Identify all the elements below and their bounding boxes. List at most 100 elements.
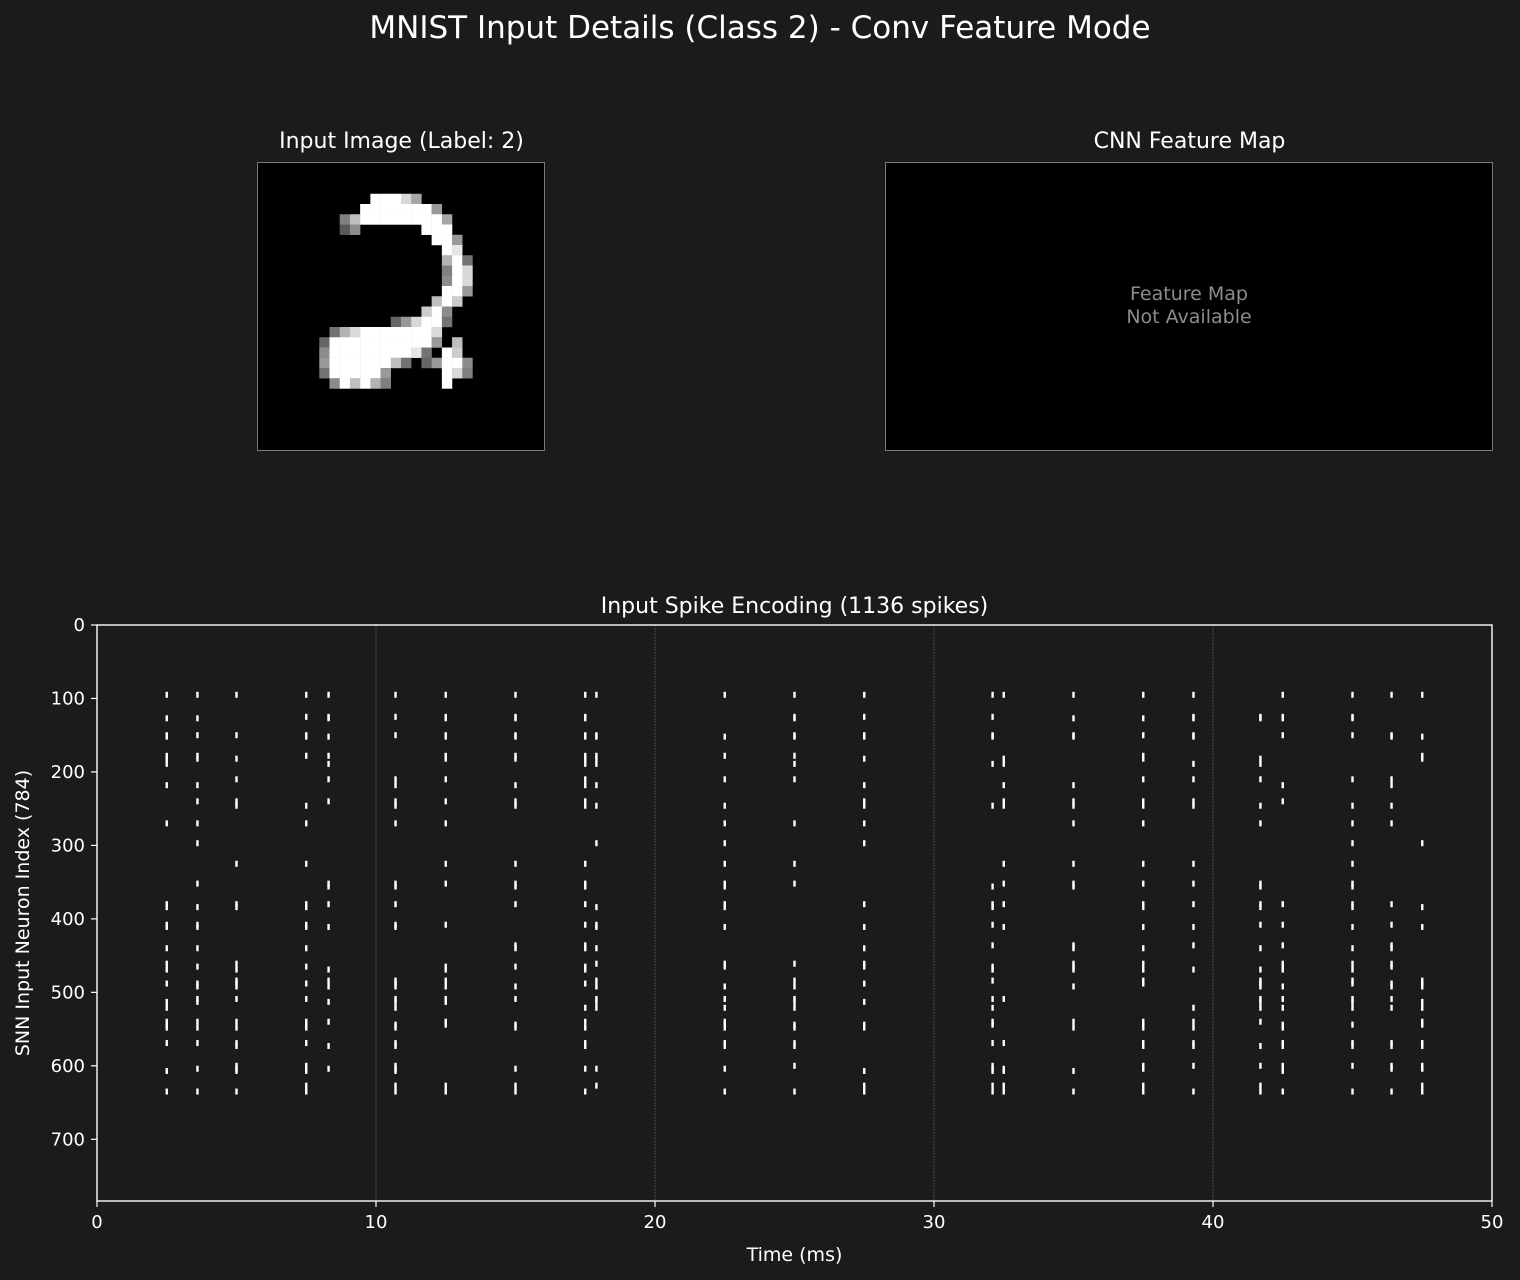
digit-pixel [339, 368, 351, 379]
digit-pixel [431, 316, 443, 328]
digit-pixel [431, 234, 443, 246]
digit-pixel [390, 214, 402, 225]
digit-pixel [370, 347, 381, 358]
digit-pixel [441, 296, 453, 307]
digit-pixel [411, 327, 422, 338]
digit-pixel [390, 347, 402, 358]
digit-pixel [441, 347, 453, 358]
digit-pixel [329, 357, 340, 369]
digit-pixel [411, 204, 422, 215]
digit-pixel [349, 357, 361, 369]
digit-pixel [339, 347, 351, 358]
digit-pixel [339, 224, 351, 235]
digit-pixel [411, 193, 422, 205]
digit-pixel [441, 306, 453, 317]
digit-pixel [360, 204, 371, 215]
x-tick-label: 50 [1481, 1212, 1504, 1233]
digit-pixel [401, 214, 412, 225]
digit-pixel [319, 337, 330, 348]
digit-pixel [339, 357, 351, 369]
x-tick-label: 30 [923, 1212, 946, 1233]
y-tick-label: 600 [51, 1056, 85, 1077]
digit-pixel [319, 368, 330, 379]
digit-pixel [411, 347, 422, 358]
digit-pixel [452, 234, 463, 246]
digit-pixel [452, 296, 463, 307]
digit-pixel [421, 337, 432, 348]
digit-pixel [349, 337, 361, 348]
digit-pixel [360, 327, 371, 338]
digit-pixel [319, 347, 330, 358]
digit-pixel [462, 357, 473, 369]
digit-pixel [421, 224, 432, 235]
figure-title: MNIST Input Details (Class 2) - Conv Fea… [369, 10, 1151, 46]
digit-pixel [441, 316, 453, 328]
digit-pixel [380, 204, 391, 215]
digit-pixel [360, 357, 371, 369]
digit-pixel [380, 214, 391, 225]
digit-pixel [319, 357, 330, 369]
digit-pixel [329, 347, 340, 358]
digit-pixel [390, 193, 402, 205]
digit-pixel [349, 347, 361, 358]
digit-pixel [452, 255, 463, 266]
digit-pixel [401, 347, 412, 358]
digit-pixel [431, 327, 443, 338]
digit-pixel [452, 357, 463, 369]
digit-pixel [431, 306, 443, 317]
feature-map-message-line2: Not Available [1126, 306, 1252, 328]
digit-pixel [462, 255, 473, 266]
digit-pixel [431, 214, 443, 225]
feature-map-message: Feature Map Not Available [886, 283, 1492, 329]
digit-pixel [339, 337, 351, 348]
x-tick-label: 10 [365, 1212, 388, 1233]
digit-pixel [380, 378, 391, 389]
digit-pixel [370, 337, 381, 348]
digit-pixel [441, 234, 453, 246]
digit-pixel [462, 286, 473, 297]
digit-pixel [401, 193, 412, 205]
digit-pixel [390, 357, 402, 369]
digit-pixel [349, 378, 361, 389]
digit-pixel [431, 296, 443, 307]
digit-pixel [421, 214, 432, 225]
feature-map-panel: Feature Map Not Available [885, 162, 1493, 451]
digit-pixel [452, 347, 463, 358]
y-tick-label: 300 [51, 835, 85, 856]
digit-pixel [431, 224, 443, 235]
chart-title: Input Spike Encoding (1136 spikes) [601, 594, 989, 619]
plot-area [97, 625, 1492, 1201]
digit-pixel [339, 214, 351, 225]
digit-pixel [349, 368, 361, 379]
y-tick-label: 0 [74, 615, 85, 636]
digit-pixel [370, 193, 381, 205]
digit-pixel [401, 327, 412, 338]
digit-pixel [370, 368, 381, 379]
digit-pixel [421, 306, 432, 317]
digit-pixel [380, 347, 391, 358]
y-tick-label: 200 [51, 762, 85, 783]
digit-pixel [452, 286, 463, 297]
digit-pixel [329, 368, 340, 379]
digit-pixel [401, 316, 412, 328]
x-tick-label: 0 [91, 1212, 102, 1233]
digit-pixel [421, 347, 432, 358]
digit-pixel [390, 327, 402, 338]
digit-pixel [380, 368, 391, 379]
digit-pixel [380, 193, 391, 205]
digit-pixel [452, 368, 463, 379]
y-tick-label: 700 [51, 1129, 85, 1150]
digit-pixel [421, 316, 432, 328]
digit-pixel [421, 327, 432, 338]
digit-pixel [441, 275, 453, 287]
digit-pixel [452, 245, 463, 256]
digit-pixel [349, 224, 361, 235]
digit-pixel [360, 347, 371, 358]
digit-pixel [411, 214, 422, 225]
digit-pixel [462, 275, 473, 287]
digit-pixel [431, 337, 443, 348]
digit-pixel [452, 337, 463, 348]
digit-pixel [441, 368, 453, 379]
digit-pixel [390, 204, 402, 215]
